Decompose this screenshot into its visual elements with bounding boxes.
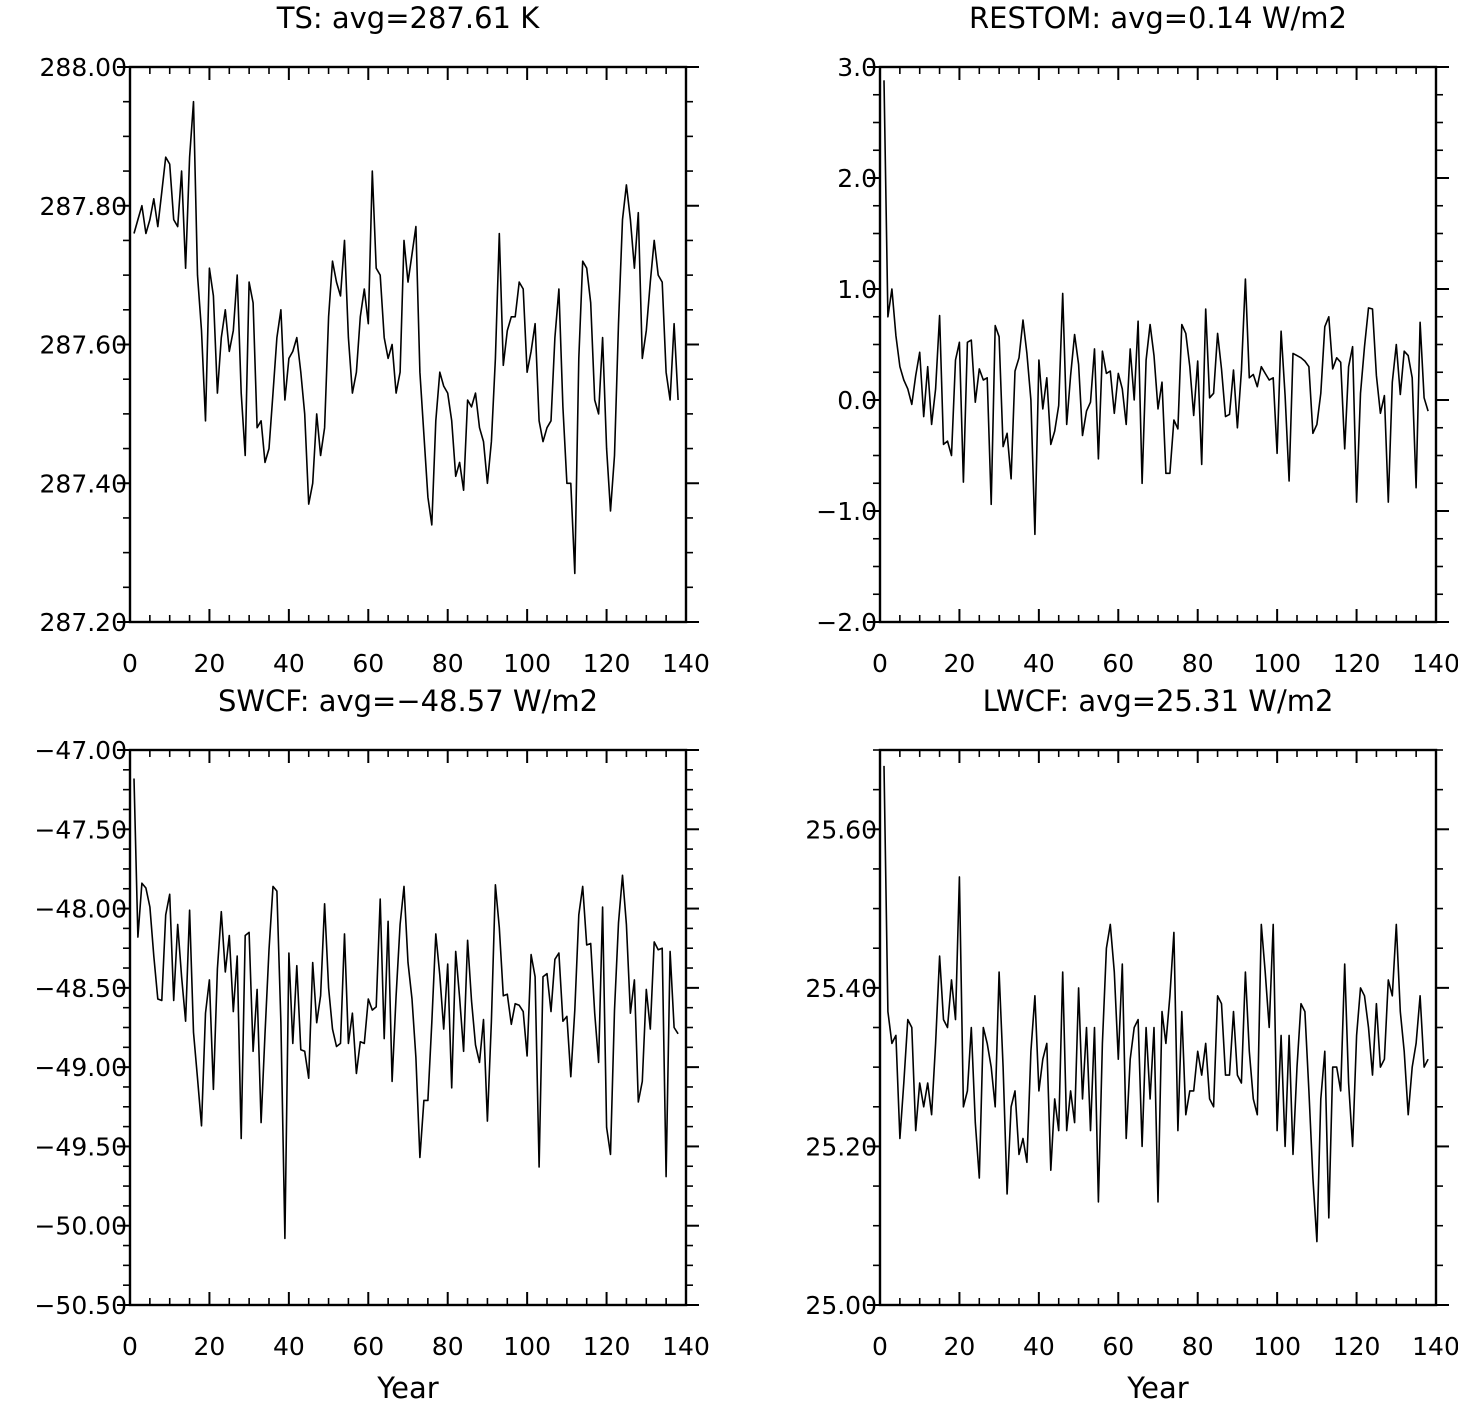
panel-lwcf: 0 20 40 60 80 100 120 140 25.00 25.20 25.40 25.60 LW… bbox=[805, 684, 1458, 1402]
y-tick-label: 2.0 bbox=[837, 164, 877, 193]
x-tick-label: 140 bbox=[1412, 1332, 1458, 1361]
x-tick-label: 120 bbox=[1333, 1332, 1381, 1361]
x-tick-label: 100 bbox=[503, 1332, 551, 1361]
y-tick-label: −1.0 bbox=[816, 497, 877, 526]
y-tick-label: 25.00 bbox=[805, 1291, 877, 1320]
x-tick-label: 40 bbox=[273, 649, 305, 678]
panel-restom: 0 20 40 60 80 100 120 140 −2.0 −1.0 0.0 1.0 2.0 3.0 RE… bbox=[816, 1, 1458, 678]
x-tick-label: 140 bbox=[1412, 649, 1458, 678]
x-axis-label: Year bbox=[1126, 1371, 1188, 1402]
chart-title: SWCF: avg=−48.57 W/m2 bbox=[218, 684, 598, 718]
x-tick-label: 20 bbox=[944, 649, 976, 678]
x-tick-label: 140 bbox=[662, 649, 710, 678]
series-line-swcf bbox=[133, 778, 679, 1240]
series-line-lwcf bbox=[883, 765, 1429, 1243]
y-tick-label: −50.00 bbox=[34, 1212, 127, 1241]
series-line-restom bbox=[883, 80, 1429, 536]
y-tick-label: −49.00 bbox=[34, 1053, 127, 1082]
x-tick-label: 0 bbox=[122, 649, 138, 678]
series-line-ts bbox=[133, 100, 679, 575]
x-tick-label: 140 bbox=[662, 1332, 710, 1361]
x-tick-label: 40 bbox=[1023, 649, 1055, 678]
y-tick-label: 287.60 bbox=[40, 331, 127, 360]
x-tick-label: 60 bbox=[352, 649, 384, 678]
y-tick-label: −50.50 bbox=[34, 1291, 127, 1320]
y-tick-label: −48.00 bbox=[34, 895, 127, 924]
x-tick-label: 120 bbox=[1333, 649, 1381, 678]
y-tick-label: 287.80 bbox=[40, 192, 127, 221]
x-tick-label: 120 bbox=[583, 649, 631, 678]
x-tick-label: 40 bbox=[273, 1332, 305, 1361]
panel-swcf: 0 20 40 60 80 100 120 140 −50.50 −50.00 −49.50 −49.… bbox=[34, 684, 709, 1402]
x-tick-label: 100 bbox=[1253, 649, 1301, 678]
y-tick-label: 287.20 bbox=[40, 608, 127, 637]
x-tick-label: 80 bbox=[1182, 1332, 1214, 1361]
x-tick-label: 60 bbox=[1102, 649, 1134, 678]
y-tick-label: 25.60 bbox=[805, 815, 877, 844]
x-tick-label: 20 bbox=[194, 1332, 226, 1361]
x-tick-label: 40 bbox=[1023, 1332, 1055, 1361]
x-tick-label: 60 bbox=[352, 1332, 384, 1361]
y-tick-label: −2.0 bbox=[816, 608, 877, 637]
x-tick-label: 20 bbox=[194, 649, 226, 678]
x-tick-label: 100 bbox=[1253, 1332, 1301, 1361]
y-tick-label: 0.0 bbox=[837, 386, 877, 415]
x-tick-label: 80 bbox=[432, 1332, 464, 1361]
y-tick-label: 288.00 bbox=[40, 53, 127, 82]
x-tick-label: 60 bbox=[1102, 1332, 1134, 1361]
y-tick-label: 25.20 bbox=[805, 1132, 877, 1161]
x-axis-label: Year bbox=[376, 1371, 438, 1402]
x-tick-label: 80 bbox=[432, 649, 464, 678]
plot-frame bbox=[878, 748, 1438, 1307]
x-tick-label: 80 bbox=[1182, 649, 1214, 678]
y-tick-label: 3.0 bbox=[837, 53, 877, 82]
x-tick-label: 0 bbox=[872, 1332, 888, 1361]
chart-title: TS: avg=287.61 K bbox=[276, 1, 540, 35]
x-tick-label: 20 bbox=[944, 1332, 976, 1361]
chart-title: LWCF: avg=25.31 W/m2 bbox=[983, 684, 1334, 718]
y-tick-label: 25.40 bbox=[805, 974, 877, 1003]
plot-frame bbox=[878, 65, 1438, 624]
y-tick-label: 287.40 bbox=[40, 469, 127, 498]
y-tick-label: −47.00 bbox=[34, 736, 127, 765]
y-tick-label: −48.50 bbox=[34, 974, 127, 1003]
x-tick-label: 0 bbox=[872, 649, 888, 678]
y-tick-label: 1.0 bbox=[837, 275, 877, 304]
x-tick-label: 120 bbox=[583, 1332, 631, 1361]
y-tick-label: −47.50 bbox=[34, 815, 127, 844]
y-tick-label: −49.50 bbox=[34, 1132, 127, 1161]
x-tick-label: 100 bbox=[503, 649, 551, 678]
plot-frame bbox=[128, 748, 688, 1307]
x-tick-label: 0 bbox=[122, 1332, 138, 1361]
panel-ts: 0 20 40 60 80 100 120 140 287.20 287.40 287.60 287.… bbox=[40, 1, 710, 678]
chart-title: RESTOM: avg=0.14 W/m2 bbox=[969, 1, 1347, 35]
